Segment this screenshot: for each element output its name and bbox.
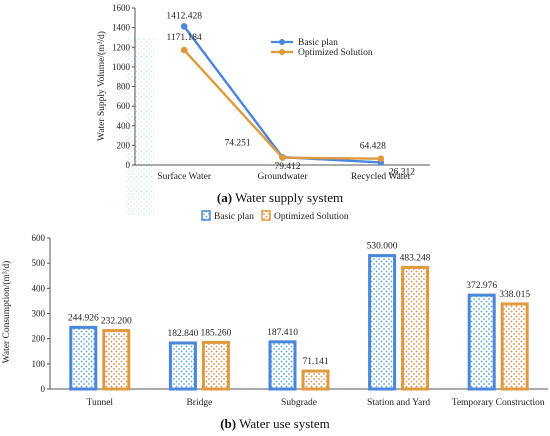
chart-a-data-label: 1412.428 — [166, 11, 202, 21]
chart-a-legend-label: Optimized Solution — [298, 48, 373, 58]
chart-b-y-tick-label: 500 — [32, 258, 46, 268]
chart-b-data-label: 530.000 — [367, 242, 398, 252]
chart-b-data-label: 244.926 — [68, 313, 99, 323]
chart-b-bar — [268, 340, 297, 391]
chart-a-y-tick-label: 600 — [117, 101, 131, 111]
chart-a-caption: (a) Water supply system — [217, 190, 343, 205]
chart-a-data-point — [180, 23, 188, 30]
chart-b-data-label: 483.248 — [400, 253, 431, 263]
chart-b-x-category-label: Tunnel — [87, 398, 114, 408]
chart-b-data-label: 232.200 — [101, 317, 132, 327]
chart-a-y-tick-label: 200 — [117, 140, 131, 150]
chart-a-x-category-label: Surface Water — [157, 171, 211, 182]
chart-b-caption: (b) Water use system — [220, 416, 330, 431]
chart-a-y-tick-label: 1000 — [112, 62, 131, 72]
chart-b: Basic plan Optimized Solution 0 100 200 300 4… — [1, 210, 548, 431]
chart-b-bar — [301, 369, 330, 391]
chart-b-bar — [500, 302, 529, 391]
chart-a-caption-text: Water supply system — [232, 190, 343, 205]
chart-a-legend-marker — [279, 49, 285, 55]
chart-b-legend-swatch — [201, 210, 211, 221]
chart-a-caption-letter: (a) — [217, 190, 232, 205]
chart-b-bar — [102, 329, 131, 391]
chart-a-series-line — [183, 25, 381, 164]
chart-a-data-point — [180, 46, 188, 54]
chart-a-legend-label: Basic plan — [298, 38, 338, 48]
chart-a-y-tick-label: 1200 — [112, 42, 131, 52]
chart-b-legend-swatch — [261, 210, 271, 221]
chart-b-data-label: 372.976 — [466, 281, 497, 291]
chart-b-y-tick-label: 100 — [32, 359, 46, 369]
chart-b-legend-label: Optimized Solution — [274, 212, 349, 222]
chart-a-legend-marker — [279, 39, 285, 45]
chart-b-caption-letter: (b) — [220, 416, 236, 431]
chart-a-data-label: 26.312 — [389, 167, 415, 177]
chart-b-x-category-label: Subgrade — [281, 398, 317, 408]
chart-b-bar — [368, 254, 397, 391]
chart-a-y-tick-label: 1600 — [112, 3, 131, 13]
chart-a-data-point — [377, 155, 385, 162]
chart-b-bar — [467, 293, 496, 391]
chart-b-data-label: 71.141 — [302, 357, 328, 367]
chart-a-y-tick-label: 800 — [117, 82, 131, 92]
chart-b-bar — [201, 340, 230, 391]
chart-b-data-label: 187.410 — [267, 328, 298, 338]
chart-b-y-axis-label: Water Consumption/(m³/d) — [1, 261, 12, 364]
chart-b-caption-text: Water use system — [236, 416, 330, 431]
chart-b-y-tick-label: 300 — [32, 309, 46, 319]
chart-a-watermark — [126, 38, 154, 216]
chart-a-y-tick-label: 1400 — [112, 23, 131, 33]
chart-b-bar — [401, 265, 430, 391]
chart-a-data-label: 64.428 — [360, 142, 386, 152]
chart-a: 0 200 400 600 800 1000 1200 1400 1600 Surface Wa… — [96, 3, 430, 216]
chart-b-y-tick-label: 0 — [41, 384, 46, 394]
chart-b-bar — [69, 325, 98, 391]
chart-b-bar — [168, 341, 197, 391]
chart-b-y-tick-label: 600 — [32, 233, 46, 243]
chart-a-y-tick-label: 400 — [117, 121, 131, 131]
chart-a-data-label: 74.251 — [225, 139, 251, 149]
chart-a-x-category-label: Groundwater — [257, 172, 308, 182]
chart-b-y-tick-label: 200 — [32, 334, 46, 344]
chart-a-data-label: 1171.184 — [167, 33, 203, 43]
chart-a-y-axis-label: Water Supply Volume/(m³/d) — [96, 31, 107, 141]
chart-b-x-category-label: Bridge — [186, 398, 212, 408]
chart-a-data-label: 79.412 — [275, 162, 301, 172]
chart-a-data-point — [279, 154, 286, 162]
chart-b-x-category-label: Station and Yard — [367, 398, 430, 408]
chart-b-legend-label: Basic plan — [214, 212, 254, 222]
chart-b-data-label: 338.015 — [499, 290, 530, 300]
chart-b-y-tick-label: 400 — [32, 283, 46, 293]
chart-a-x-category-label: Recycled Water — [351, 172, 412, 182]
chart-a-y-tick-label: 0 — [126, 160, 131, 170]
chart-b-data-label: 185.260 — [200, 328, 231, 338]
chart-b-data-label: 182.840 — [167, 329, 198, 339]
chart-b-x-category-label: Temporary Construction — [452, 398, 545, 408]
